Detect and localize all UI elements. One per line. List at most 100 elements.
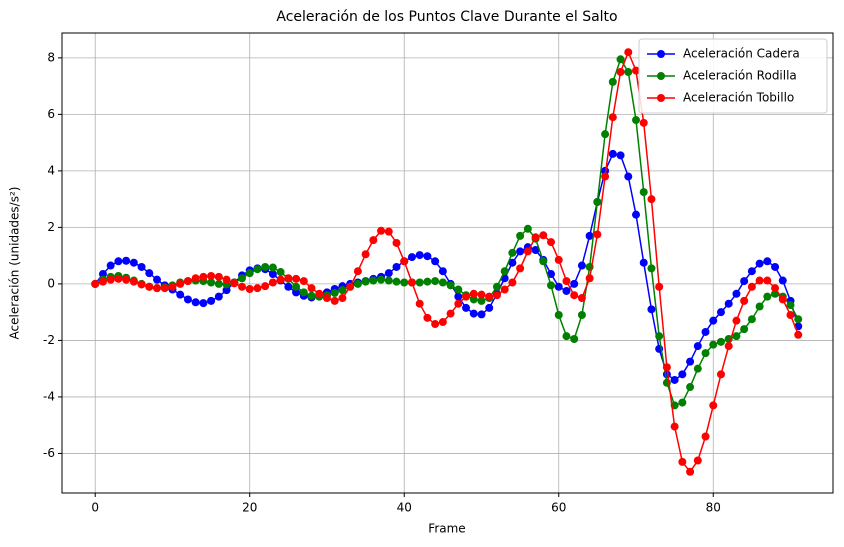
data-point — [207, 278, 216, 287]
data-point — [794, 315, 803, 324]
data-point — [106, 261, 115, 270]
data-point — [322, 294, 331, 303]
data-point — [593, 230, 602, 239]
data-point — [114, 257, 123, 266]
data-point — [577, 294, 586, 303]
x-tick-label: 80 — [706, 501, 721, 515]
data-point — [678, 370, 687, 379]
data-point — [307, 291, 316, 300]
data-point — [516, 264, 525, 273]
data-point — [508, 258, 517, 267]
data-point — [747, 315, 756, 324]
y-tick-label: -4 — [43, 389, 55, 403]
data-point — [647, 305, 656, 314]
data-point — [338, 294, 347, 303]
data-point — [137, 280, 146, 289]
data-point — [176, 279, 185, 288]
data-point — [670, 422, 679, 431]
data-point — [670, 375, 679, 384]
data-point — [593, 197, 602, 206]
data-point — [655, 282, 664, 291]
plot-frame — [61, 32, 834, 494]
data-point — [693, 342, 702, 351]
data-point — [778, 295, 787, 304]
data-point — [547, 281, 556, 290]
data-point — [129, 277, 138, 286]
data-point — [508, 278, 517, 287]
data-point — [539, 257, 548, 266]
data-point — [693, 456, 702, 465]
data-point — [153, 284, 162, 293]
data-point — [693, 364, 702, 373]
data-point — [716, 308, 725, 317]
data-point — [214, 279, 223, 288]
x-tick-label: 0 — [91, 501, 99, 515]
data-point — [523, 247, 532, 256]
data-point — [608, 77, 617, 86]
data-point — [168, 282, 177, 291]
data-point — [763, 257, 772, 266]
data-point — [632, 66, 641, 75]
data-point — [238, 274, 247, 283]
data-point — [554, 282, 563, 291]
data-point — [145, 282, 154, 291]
data-point — [686, 357, 695, 366]
data-point — [732, 316, 741, 325]
data-point — [678, 457, 687, 466]
data-point — [747, 267, 756, 276]
y-tick-label: 2 — [47, 220, 55, 234]
data-point — [392, 262, 401, 271]
data-point — [547, 270, 556, 279]
data-point — [338, 286, 347, 295]
data-point — [686, 383, 695, 392]
data-point — [191, 274, 200, 283]
legend-marker — [657, 72, 665, 80]
data-point — [238, 282, 247, 291]
data-point — [647, 264, 656, 273]
data-point — [145, 269, 154, 278]
data-point — [662, 363, 671, 372]
data-point — [245, 269, 254, 278]
data-point — [778, 276, 787, 285]
plot — [91, 48, 803, 476]
data-point — [462, 303, 471, 312]
data-point — [183, 277, 192, 286]
data-point — [431, 320, 440, 329]
legend-box — [638, 38, 828, 114]
data-point — [740, 325, 749, 334]
data-point — [276, 268, 285, 277]
data-point — [477, 296, 486, 305]
data-point — [415, 299, 424, 308]
data-point — [577, 261, 586, 270]
data-point — [446, 309, 455, 318]
data-point — [632, 116, 641, 125]
data-point — [268, 270, 277, 279]
data-point — [477, 290, 486, 299]
data-point — [763, 276, 772, 285]
x-tick-label: 40 — [397, 501, 412, 515]
data-point — [747, 282, 756, 291]
data-point — [191, 298, 200, 307]
y-tick-label: -2 — [43, 333, 55, 347]
data-point — [276, 275, 285, 284]
chart-title: Aceleración de los Puntos Clave Durante … — [276, 9, 617, 25]
data-point — [431, 277, 440, 286]
data-point — [516, 231, 525, 240]
data-point — [392, 238, 401, 247]
data-point — [230, 279, 239, 288]
data-point — [786, 301, 795, 310]
data-point — [639, 118, 648, 127]
legend-label: Aceleración Rodilla — [683, 69, 797, 83]
data-point — [740, 296, 749, 305]
data-point — [655, 332, 664, 341]
data-point — [400, 257, 409, 266]
data-point — [724, 342, 733, 351]
data-point — [716, 337, 725, 346]
x-tick-label: 60 — [551, 501, 566, 515]
data-point — [647, 195, 656, 204]
x-axis-label: Frame — [428, 522, 465, 536]
data-point — [353, 279, 362, 288]
y-tick-label: 0 — [47, 276, 55, 290]
data-point — [554, 255, 563, 264]
